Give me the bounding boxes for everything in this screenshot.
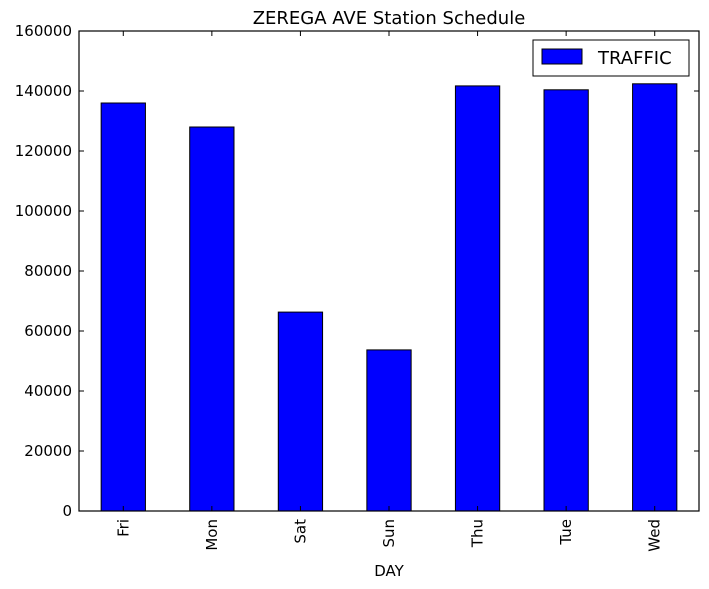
- bar-fri: [100, 102, 146, 512]
- y-tick-label: 60000: [24, 322, 72, 340]
- x-tick-label-sat: Sat: [291, 519, 309, 544]
- bar-thu: [454, 85, 501, 512]
- y-tick-label: 20000: [24, 442, 72, 460]
- y-tick-label: 120000: [15, 142, 72, 160]
- x-tick-label-tue: Tue: [557, 519, 575, 546]
- y-tick-label: 0: [62, 502, 72, 520]
- y-tick-label: 40000: [24, 382, 72, 400]
- y-tick-label: 160000: [15, 22, 72, 40]
- legend: TRAFFIC: [532, 39, 690, 77]
- x-axis: Fri Mon Sat Sun Thu Tue Wed: [114, 31, 664, 552]
- bars-layer: [100, 83, 678, 512]
- y-axis: 0 20000 40000 60000 80000 100000 120000 140000 1…: [15, 22, 699, 520]
- legend-label-traffic: TRAFFIC: [597, 48, 672, 69]
- bar-sat: [277, 311, 324, 512]
- x-tick-label-sun: Sun: [380, 519, 398, 548]
- x-tick-label-fri: Fri: [114, 519, 132, 537]
- x-tick-label-mon: Mon: [203, 519, 221, 551]
- chart-title: ZEREGA AVE Station Schedule: [253, 8, 526, 29]
- bar-wed: [632, 83, 678, 512]
- x-tick-label-wed: Wed: [646, 519, 664, 552]
- legend-swatch-traffic: [541, 48, 583, 65]
- y-tick-label: 140000: [15, 82, 72, 100]
- bar-sun: [366, 349, 412, 512]
- x-tick-label-thu: Thu: [469, 519, 487, 548]
- bar-mon: [189, 126, 235, 512]
- x-axis-label: DAY: [374, 562, 404, 580]
- y-tick-label: 100000: [15, 202, 72, 220]
- bar-tue: [543, 89, 589, 512]
- y-tick-label: 80000: [24, 262, 72, 280]
